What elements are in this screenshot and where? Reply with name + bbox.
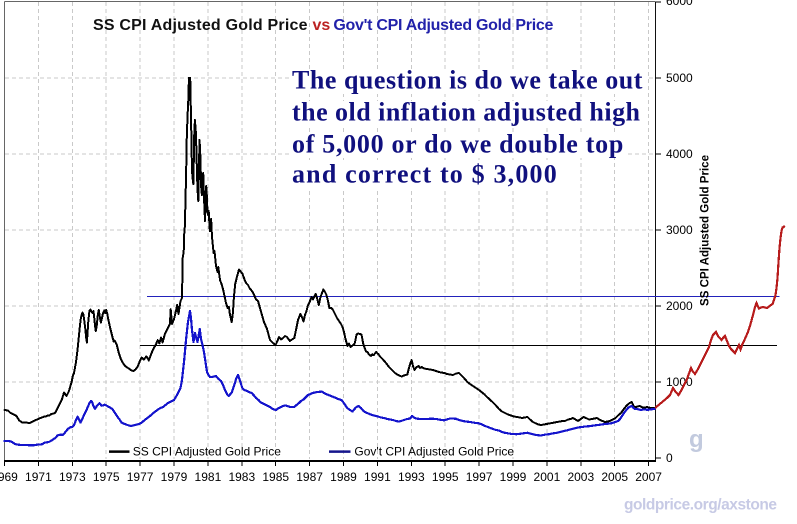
svg-text:1979: 1979: [161, 470, 188, 484]
svg-text:SS CPI Adjusted Gold Price: SS CPI Adjusted Gold Price: [698, 155, 712, 306]
svg-text:1977: 1977: [127, 470, 154, 484]
svg-text:2003: 2003: [567, 470, 594, 484]
svg-text:of 5,000 or do we double top: of 5,000 or do we double top: [292, 130, 623, 159]
svg-text:2001: 2001: [534, 470, 561, 484]
svg-text:2000: 2000: [666, 299, 693, 313]
svg-text:1999: 1999: [500, 470, 527, 484]
svg-text:1983: 1983: [228, 470, 255, 484]
svg-text:g: g: [689, 426, 704, 453]
svg-text:1997: 1997: [466, 470, 493, 484]
svg-text:1985: 1985: [262, 470, 289, 484]
svg-text:1973: 1973: [59, 470, 86, 484]
svg-text:1989: 1989: [330, 470, 357, 484]
svg-text:1981: 1981: [195, 470, 222, 484]
svg-text:1993: 1993: [398, 470, 425, 484]
svg-text:1975: 1975: [93, 470, 120, 484]
svg-text:1969: 1969: [0, 470, 18, 484]
svg-text:6000: 6000: [666, 0, 693, 8]
svg-text:goldprice.org/axstone: goldprice.org/axstone: [624, 497, 777, 514]
svg-text:Gov't CPI Adjusted Gold Price: Gov't CPI Adjusted Gold Price: [354, 445, 514, 459]
svg-text:1995: 1995: [432, 470, 459, 484]
svg-text:4000: 4000: [666, 147, 693, 161]
svg-text:SS CPI Adjusted Gold Price: SS CPI Adjusted Gold Price: [133, 445, 281, 459]
svg-text:and correct to $ 3,000: and correct to $ 3,000: [292, 160, 557, 189]
svg-text:0: 0: [666, 451, 673, 465]
svg-text:1991: 1991: [364, 470, 391, 484]
svg-text:2007: 2007: [635, 470, 662, 484]
svg-text:The question is do we take out: The question is do we take out: [292, 66, 643, 95]
svg-text:2005: 2005: [601, 470, 628, 484]
svg-text:1987: 1987: [296, 470, 323, 484]
svg-text:1971: 1971: [25, 470, 52, 484]
svg-text:1000: 1000: [666, 375, 693, 389]
svg-text:3000: 3000: [666, 223, 693, 237]
svg-text:the old inflation adjusted hig: the old inflation adjusted high: [292, 98, 641, 127]
svg-text:5000: 5000: [666, 71, 693, 85]
